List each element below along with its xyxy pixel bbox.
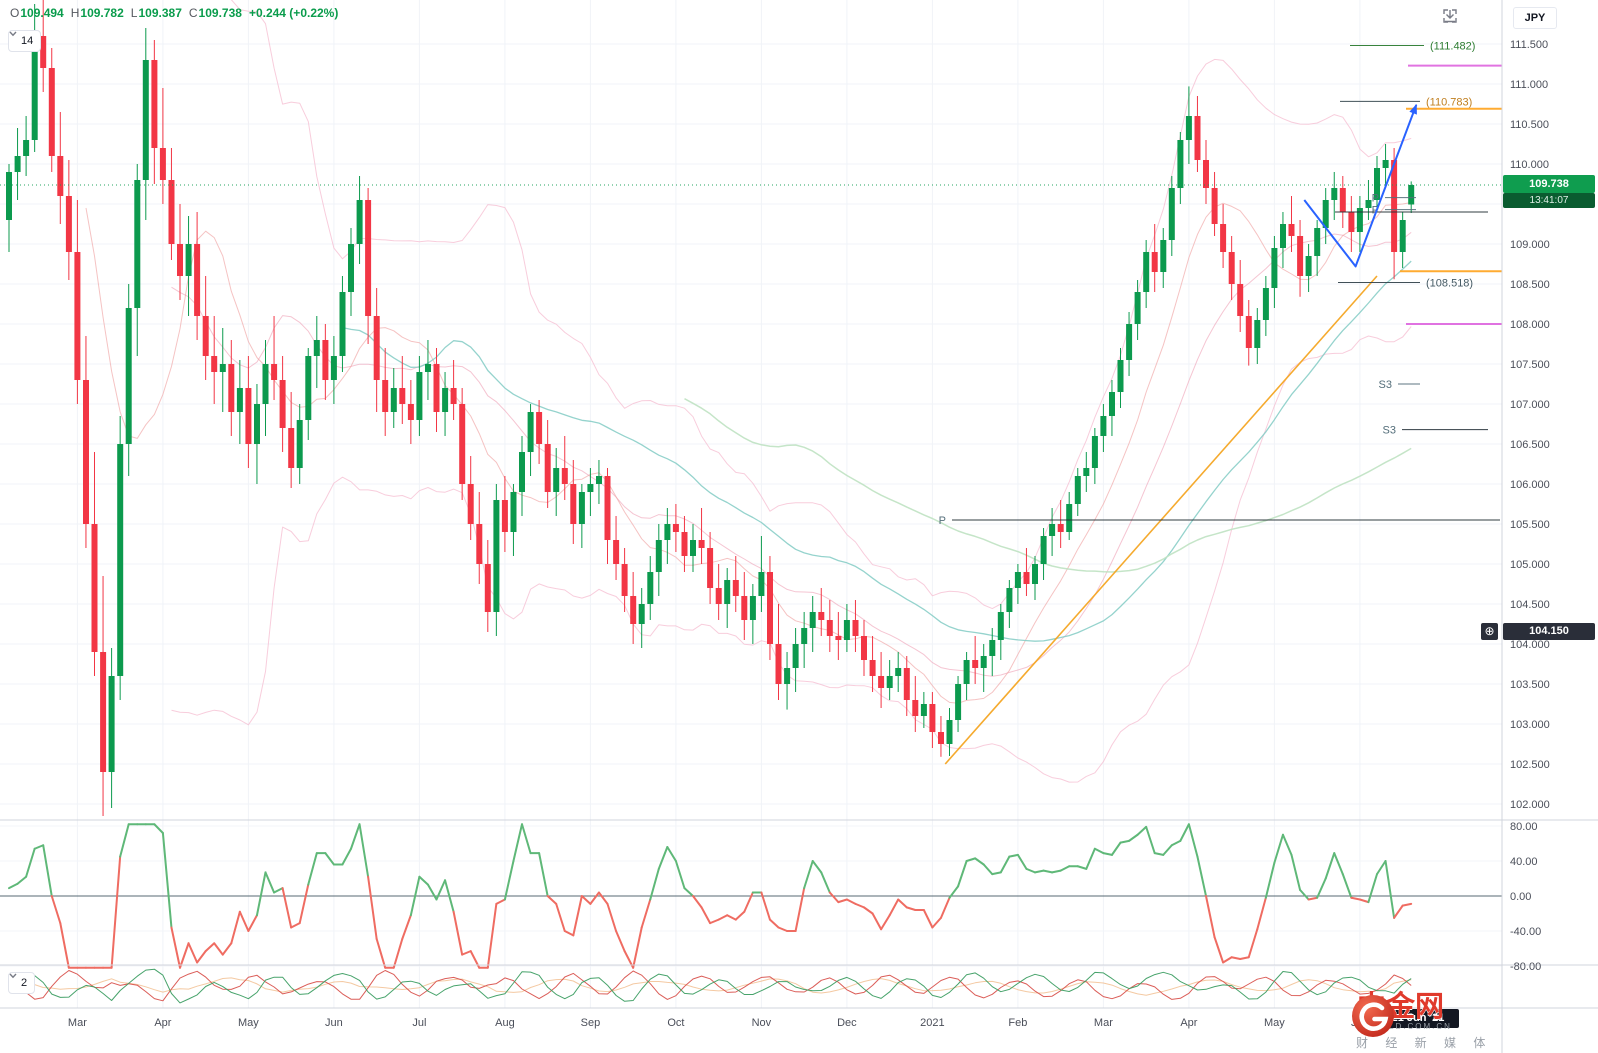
high-value: 109.782	[80, 6, 124, 20]
axis-label: 103.000	[1510, 719, 1550, 731]
axis-label: P	[939, 515, 946, 527]
indicator-count: 14	[21, 35, 34, 47]
axis-label: Oct	[667, 1017, 684, 1029]
change-value: +0.244 (+0.22%)	[248, 6, 339, 20]
axis-label: 102.500	[1510, 759, 1550, 771]
axis-label: -80.00	[1510, 961, 1541, 973]
axis-label: Nov	[752, 1017, 772, 1029]
axis-label: 106.500	[1510, 439, 1550, 451]
axis-label: 110.000	[1510, 159, 1549, 171]
price-axis-currency-toggle[interactable]: JPY	[1513, 7, 1557, 29]
axis-label: 110.500	[1510, 119, 1549, 131]
axis-label: 104.500	[1510, 599, 1550, 611]
high-label: H	[70, 6, 80, 20]
close-label: C	[188, 6, 198, 20]
alert-price-tag[interactable]: 104.150	[1503, 623, 1595, 640]
axis-label: Apr	[154, 1017, 171, 1029]
axis-label: P	[1372, 205, 1379, 217]
axis-label: 102.000	[1510, 799, 1550, 811]
axis-label: May	[1264, 1017, 1285, 1029]
low-value: 109.387	[138, 6, 182, 20]
ohlc-legend: O109.494 H109.782 L109.387 C109.738 +0.244 (…	[10, 6, 345, 20]
axis-label: 2021	[920, 1017, 944, 1029]
axis-label: 108.000	[1510, 319, 1550, 331]
axis-label: Jun	[325, 1017, 343, 1029]
site-watermark: 中金网 CNGOLD.COM.CN 财 经 新 媒 体	[1350, 993, 1570, 1051]
axis-label: 40.00	[1510, 856, 1538, 868]
axis-label: Feb	[1008, 1017, 1027, 1029]
axis-label: (111.482)	[1430, 40, 1475, 52]
axis-label: 108.500	[1510, 279, 1550, 291]
add-alert-icon[interactable]: ⊕	[1481, 623, 1498, 640]
crosshair-date-tag: 21 Jun '21	[1377, 1009, 1459, 1028]
axis-label: 105.000	[1510, 559, 1550, 571]
axis-label: (108.518)	[1426, 278, 1473, 290]
axis-label: P	[1372, 193, 1379, 205]
open-label: O	[10, 6, 20, 20]
axis-label: 80.00	[1510, 821, 1538, 833]
axis-label: 107.500	[1510, 359, 1550, 371]
axis-label: Jul	[412, 1017, 426, 1029]
axis-label: 105.500	[1510, 519, 1550, 531]
watermark-tagline: 财 经 新 媒 体	[1356, 1036, 1493, 1050]
axis-label: 0.00	[1510, 891, 1531, 903]
fullscreen-icon[interactable]	[1443, 8, 1492, 28]
axis-label: 104.000	[1510, 639, 1550, 651]
panel2-indicator-count: 2	[21, 977, 28, 989]
axis-label: Mar	[68, 1017, 87, 1029]
axis-label: 103.500	[1510, 679, 1550, 691]
axis-label: (110.783)	[1426, 96, 1472, 108]
axis-label: Dec	[837, 1017, 857, 1029]
close-value: 109.738	[198, 6, 242, 20]
axis-label: 111.500	[1510, 39, 1548, 51]
chart-action-icons	[1442, 8, 1492, 28]
panel2-collapse-pill[interactable]: 2	[8, 972, 36, 994]
axis-label: Apr	[1180, 1017, 1197, 1029]
axis-label: 109.000	[1510, 239, 1550, 251]
axis-label: Sep	[581, 1017, 601, 1029]
axis-label: May	[238, 1017, 259, 1029]
axis-label: 107.000	[1510, 399, 1550, 411]
indicators-collapse-pill[interactable]: 14	[8, 30, 42, 52]
bar-countdown-tag: 13:41:07	[1503, 193, 1595, 208]
low-label: L	[130, 6, 138, 20]
axis-label: 106.000	[1510, 479, 1550, 491]
candles-layer	[6, 0, 1415, 816]
watermark-domain: CNGOLD.COM.CN	[1357, 1022, 1452, 1031]
axis-label: 111.000	[1510, 79, 1548, 91]
axis-label: Mar	[1094, 1017, 1113, 1029]
axis-label: Aug	[495, 1017, 515, 1029]
axis-label: -40.00	[1510, 926, 1541, 938]
last-price-tag[interactable]: 109.738	[1503, 175, 1595, 193]
open-value: 109.494	[20, 6, 64, 20]
axis-label: S3	[1383, 425, 1396, 437]
axis-label: S3	[1379, 379, 1392, 391]
